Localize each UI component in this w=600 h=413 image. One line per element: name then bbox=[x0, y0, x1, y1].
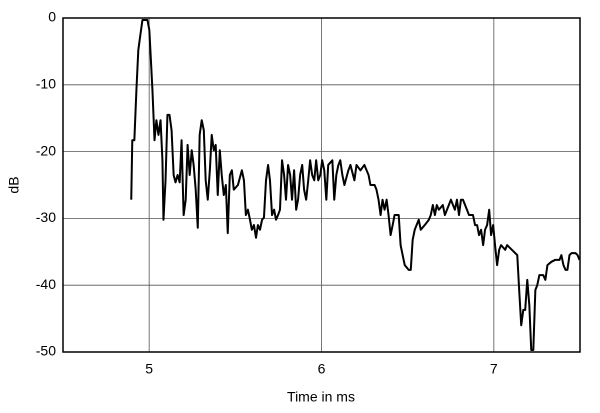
plot-frame bbox=[62, 17, 581, 353]
y-tick-label: -10 bbox=[36, 76, 56, 92]
x-axis-label: Time in ms bbox=[287, 389, 355, 405]
y-tick-label: -50 bbox=[36, 343, 56, 359]
y-tick-label: 0 bbox=[48, 9, 56, 25]
y-tick-label: -20 bbox=[36, 142, 56, 158]
y-tick-label: -30 bbox=[36, 209, 56, 225]
x-tick-label: 6 bbox=[318, 361, 326, 377]
data-line bbox=[130, 19, 581, 351]
y-axis-label: dB bbox=[6, 176, 22, 193]
x-tick-label: 7 bbox=[490, 361, 498, 377]
y-tick-label: -40 bbox=[36, 276, 56, 292]
x-tick-label: 5 bbox=[145, 361, 153, 377]
